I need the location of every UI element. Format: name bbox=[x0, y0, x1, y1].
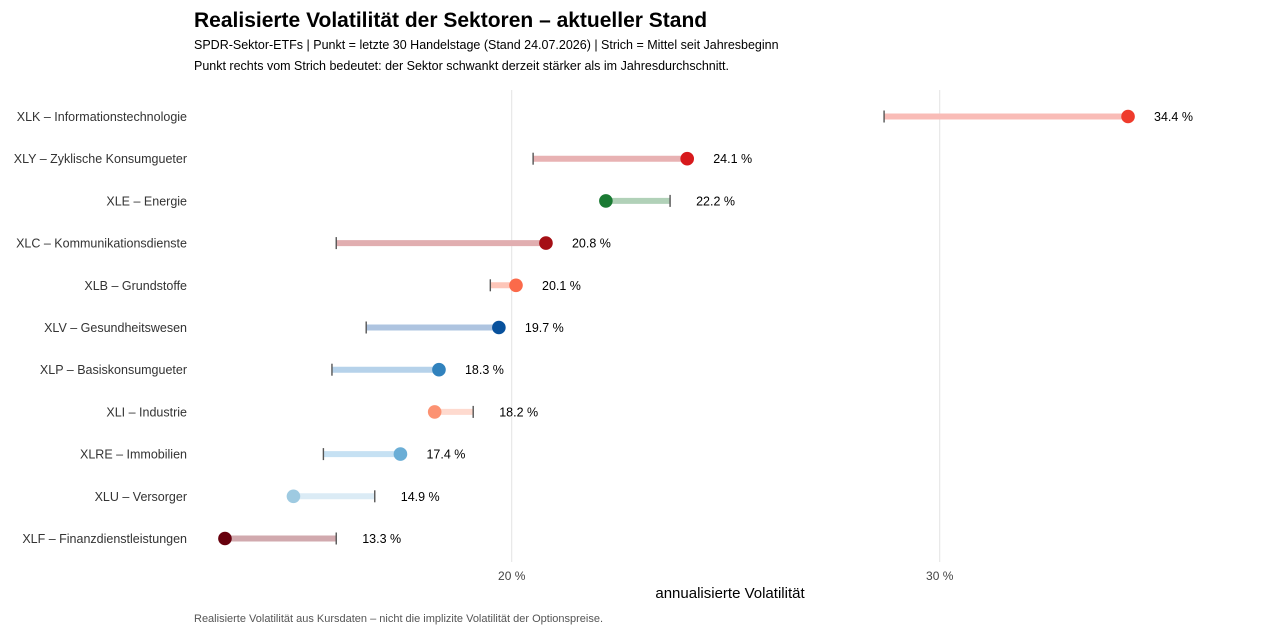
x-tick-label: 20 % bbox=[498, 569, 526, 583]
value-label: 19.7 % bbox=[525, 321, 564, 335]
chart-note: Punkt rechts vom Strich bedeutet: der Se… bbox=[194, 59, 729, 73]
category-label: XLK – Informationstechnologie bbox=[17, 110, 187, 124]
chart-row: XLE – Energie 22.2 % bbox=[106, 194, 735, 208]
category-label: XLP – Basiskonsumgueter bbox=[40, 363, 187, 377]
current-value-dot bbox=[218, 531, 232, 546]
chart-caption: Realisierte Volatilität aus Kursdaten – … bbox=[194, 613, 604, 625]
value-label: 24.1 % bbox=[713, 152, 752, 166]
value-label: 20.8 % bbox=[572, 237, 611, 251]
current-value-dot bbox=[393, 447, 408, 461]
current-value-dot bbox=[539, 236, 553, 250]
category-label: XLE – Energie bbox=[106, 194, 187, 208]
x-tick-label: 30 % bbox=[926, 569, 954, 583]
chart-row: XLY – Zyklische Konsumgueter 24.1 % bbox=[14, 151, 752, 166]
chart-title: Realisierte Volatilität der Sektoren – a… bbox=[194, 9, 708, 32]
value-label: 13.3 % bbox=[362, 532, 401, 546]
current-value-dot bbox=[680, 151, 694, 166]
category-label: XLB – Grundstoffe bbox=[84, 279, 187, 293]
value-label: 17.4 % bbox=[426, 448, 465, 462]
chart-row: XLK – Informationstechnologie 34.4 % bbox=[17, 109, 1193, 124]
value-label: 18.3 % bbox=[465, 363, 504, 377]
category-label: XLV – Gesundheitswesen bbox=[44, 321, 187, 335]
gridlines bbox=[511, 90, 941, 562]
chart-subtitle: SPDR-Sektor-ETFs | Punkt = letzte 30 Han… bbox=[194, 38, 779, 52]
category-label: XLRE – Immobilien bbox=[80, 448, 187, 462]
value-label: 20.1 % bbox=[542, 279, 581, 293]
chart-row: XLP – Basiskonsumgueter 18.3 % bbox=[40, 362, 504, 377]
x-axis-title: annualisierte Volatilität bbox=[655, 585, 805, 602]
category-label: XLF – Finanzdienstleistungen bbox=[22, 532, 187, 546]
current-value-dot bbox=[492, 320, 506, 335]
current-value-dot bbox=[286, 489, 301, 504]
value-label: 14.9 % bbox=[401, 490, 440, 504]
chart-row: XLU – Versorger 14.9 % bbox=[95, 489, 440, 504]
current-value-dot bbox=[509, 278, 523, 293]
current-value-dot bbox=[599, 194, 613, 208]
current-value-dot bbox=[427, 405, 442, 419]
chart-row: XLB – Grundstoffe 20.1 % bbox=[84, 278, 581, 293]
category-label: XLU – Versorger bbox=[95, 490, 187, 504]
category-label: XLC – Kommunikationsdienste bbox=[16, 237, 187, 251]
chart-row: XLV – Gesundheitswesen 19.7 % bbox=[44, 320, 564, 335]
value-label: 22.2 % bbox=[696, 194, 735, 208]
x-axis: 20 % 30 % bbox=[498, 569, 954, 583]
chart-row: XLC – Kommunikationsdienste 20.8 % bbox=[16, 236, 611, 251]
chart-row: XLI – Industrie 18.2 % bbox=[106, 405, 538, 419]
chart-rows: XLK – Informationstechnologie 34.4 % XLY –… bbox=[14, 109, 1193, 546]
value-label: 18.2 % bbox=[499, 405, 538, 419]
value-label: 34.4 % bbox=[1154, 110, 1193, 124]
category-label: XLI – Industrie bbox=[106, 405, 187, 419]
current-value-dot bbox=[1121, 109, 1135, 124]
category-label: XLY – Zyklische Konsumgueter bbox=[14, 152, 187, 166]
current-value-dot bbox=[432, 362, 446, 377]
chart-row: XLF – Finanzdienstleistungen 13.3 % bbox=[22, 531, 401, 546]
chart-row: XLRE – Immobilien 17.4 % bbox=[80, 447, 465, 462]
